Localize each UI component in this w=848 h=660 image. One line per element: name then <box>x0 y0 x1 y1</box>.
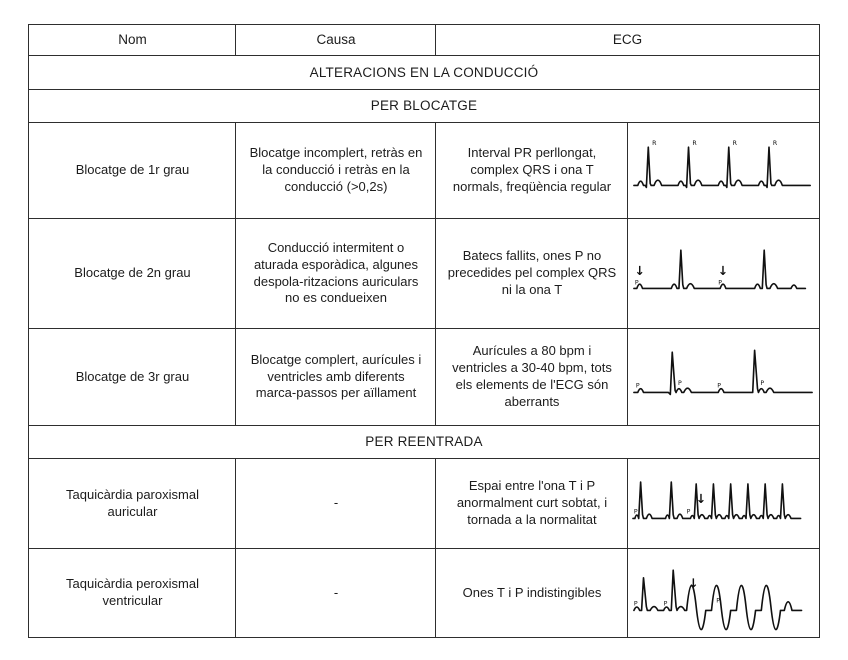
cell-nom: Blocatge de 2n grau <box>28 218 237 329</box>
cell-ecg-description: Interval PR perllongat, complex QRS i on… <box>435 122 629 219</box>
svg-text:P: P <box>634 601 638 608</box>
ecg-conduction-table: Nom Causa ECG ALTERACIONS EN LA CONDUCCI… <box>28 24 820 639</box>
svg-text:P: P <box>678 380 682 387</box>
cell-causa: - <box>235 458 437 549</box>
svg-text:↓: ↓ <box>718 263 728 278</box>
svg-text:P: P <box>635 280 639 287</box>
svg-text:↓: ↓ <box>696 491 706 506</box>
section-row: PER BLOCATGE <box>28 89 820 123</box>
cell-ecg-description: Aurícules a 80 bpm i ventricles a 30-40 … <box>435 328 629 426</box>
svg-text:P: P <box>687 509 691 516</box>
table-row-taquicardia-auricular: Taquicàrdia paroxismal auricular - Espai… <box>28 458 820 549</box>
svg-text:P: P <box>717 598 721 605</box>
svg-text:↓: ↓ <box>635 263 645 278</box>
svg-text:P: P <box>634 509 638 516</box>
cell-ecg-description: Ones T i P indistingibles <box>435 547 629 639</box>
section-per-reentrada: PER REENTRADA <box>28 425 820 459</box>
svg-text:P: P <box>761 380 765 387</box>
svg-text:P: P <box>664 601 668 608</box>
table-row-blocatge-3r-grau: Blocatge de 3r grau Blocatge complert, a… <box>28 328 820 426</box>
section-per-blocatge: PER BLOCATGE <box>28 89 820 123</box>
cell-causa: Blocatge complert, aurícules i ventricle… <box>235 328 437 426</box>
cell-causa: Conducció intermitent o aturada esporàdi… <box>235 218 437 329</box>
table-row-blocatge-1r-grau: Blocatge de 1r grau Blocatge incomplert,… <box>28 122 820 219</box>
cell-causa: Blocatge incomplert, retràs en la conduc… <box>235 122 437 219</box>
table-row-taquicardia-ventricular: Taquicàrdia peroxismal ventricular - One… <box>28 547 820 639</box>
ecg-waveform-taquicardia-auricular: P P ↓ <box>627 458 820 549</box>
col-header-causa: Causa <box>235 24 437 56</box>
ecg-waveform-taquicardia-ventricular: P P P ↓ <box>627 547 820 639</box>
svg-text:R: R <box>693 141 698 148</box>
col-header-nom: Nom <box>28 24 237 56</box>
cell-ecg-description: Batecs fallits, ones P no precedides pel… <box>435 218 629 329</box>
svg-text:R: R <box>733 141 738 148</box>
col-header-ecg: ECG <box>435 24 820 56</box>
svg-text:P: P <box>718 383 722 390</box>
table-row-blocatge-2n-grau: Blocatge de 2n grau Conducció intermiten… <box>28 218 820 329</box>
ecg-waveform-2n-grau: P P ↓ ↓ <box>627 218 820 329</box>
svg-text:↓: ↓ <box>689 575 699 590</box>
section-row: PER REENTRADA <box>28 425 820 459</box>
svg-text:R: R <box>653 141 658 148</box>
svg-text:P: P <box>719 280 723 287</box>
header-row: Nom Causa ECG <box>28 24 820 56</box>
cell-causa: - <box>235 547 437 639</box>
cell-nom: Taquicàrdia paroxismal auricular <box>28 458 237 549</box>
svg-text:P: P <box>636 383 640 390</box>
svg-text:R: R <box>773 141 778 148</box>
section-row: ALTERACIONS EN LA CONDUCCIÓ <box>28 55 820 90</box>
cell-nom: Taquicàrdia peroxismal ventricular <box>28 547 237 639</box>
section-alteracions-conduccio: ALTERACIONS EN LA CONDUCCIÓ <box>28 55 820 90</box>
cell-ecg-description: Espai entre l'ona T i P anormalment curt… <box>435 458 629 549</box>
cell-nom: Blocatge de 1r grau <box>28 122 237 219</box>
cell-nom: Blocatge de 3r grau <box>28 328 237 426</box>
